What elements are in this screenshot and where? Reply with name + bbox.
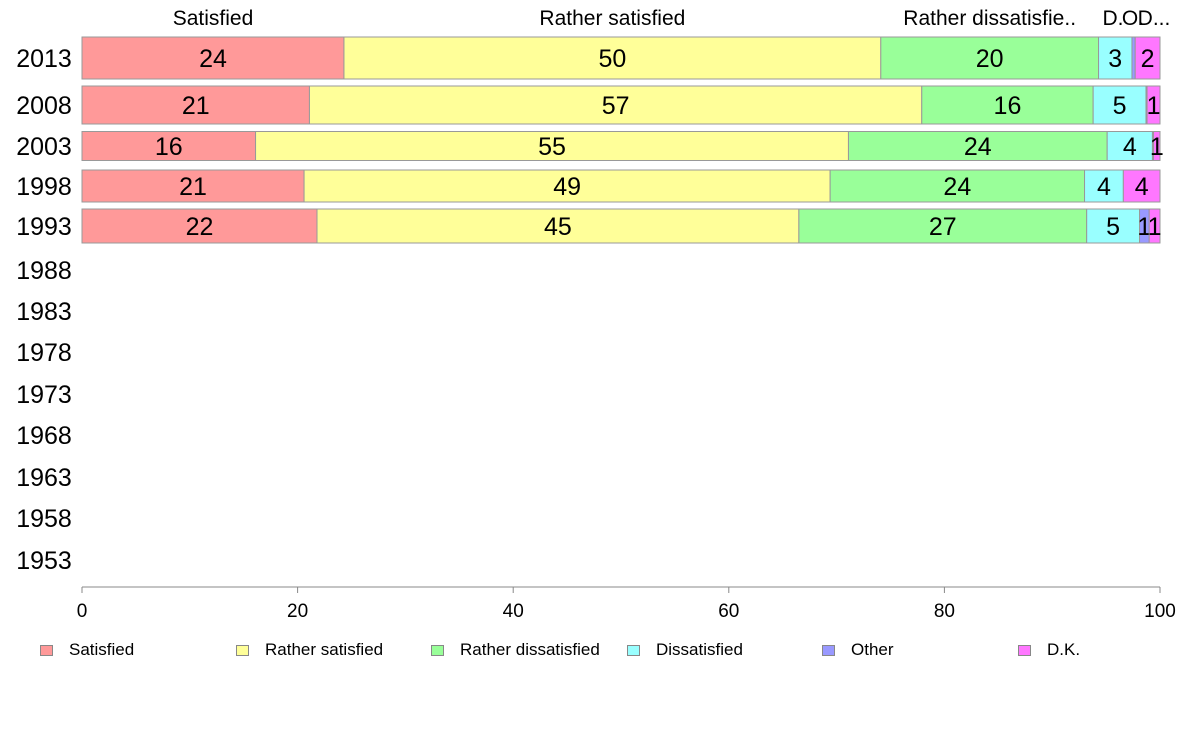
data-label: 16 xyxy=(994,92,1022,120)
bar-segment xyxy=(81,85,310,125)
data-label: 1 xyxy=(1150,133,1164,161)
bar-segment xyxy=(880,36,1100,80)
top-segment-label: Rather satisfied xyxy=(539,7,685,30)
data-label: 50 xyxy=(598,45,626,73)
legend-item: Dissatisfied xyxy=(627,640,743,660)
bar-segment xyxy=(255,131,849,161)
y-tick-label: 1953 xyxy=(16,547,72,575)
bar-segment xyxy=(1084,169,1124,203)
y-tick-label: 1963 xyxy=(16,464,72,492)
legend-label: Other xyxy=(851,640,894,659)
y-tick-label: 1973 xyxy=(16,381,72,409)
legend-item: Rather satisfied xyxy=(236,640,383,660)
bar-segment xyxy=(81,169,305,203)
data-label: 1 xyxy=(1137,213,1151,241)
legend-label: Satisfied xyxy=(69,640,135,659)
legend-swatch xyxy=(627,644,640,656)
legend-label: Rather dissatisfied xyxy=(460,640,600,659)
data-label: 3 xyxy=(1108,45,1122,73)
x-tick-label: 0 xyxy=(77,601,88,620)
legend-item: Other xyxy=(822,640,894,660)
y-tick-label: 1993 xyxy=(16,213,72,241)
legend-swatch xyxy=(822,644,835,656)
data-label: 4 xyxy=(1097,173,1111,201)
bar-segment xyxy=(81,208,318,244)
legend-swatch xyxy=(431,644,444,656)
data-label: 24 xyxy=(964,133,992,161)
y-tick-label: 2003 xyxy=(16,133,72,161)
data-label: 5 xyxy=(1106,213,1120,241)
chart-legend: Satisfied Rather satisfied Rather dissatis… xyxy=(40,640,1140,660)
legend-label: D.K. xyxy=(1047,640,1081,659)
top-segment-label: O. xyxy=(1122,7,1144,30)
data-label: 55 xyxy=(538,133,566,161)
data-label: 21 xyxy=(179,173,207,201)
y-tick-label: 1983 xyxy=(16,298,72,326)
data-label: 21 xyxy=(182,92,210,120)
legend-swatch xyxy=(1018,644,1031,656)
legend-item: Satisfied xyxy=(40,640,134,660)
legend-swatch xyxy=(236,644,249,656)
bar-segment xyxy=(829,169,1086,203)
y-tick-label: 1988 xyxy=(16,257,72,285)
data-label: 27 xyxy=(929,213,957,241)
x-tick-label: 40 xyxy=(503,601,524,620)
legend-label: Dissatisfied xyxy=(656,640,743,659)
data-label: 5 xyxy=(1113,92,1127,120)
bar-segment xyxy=(81,36,345,80)
data-label: 22 xyxy=(186,213,214,241)
bar-segment xyxy=(798,208,1088,244)
y-tick-label: 2013 xyxy=(16,45,72,73)
bar-segment xyxy=(1086,208,1141,244)
top-segment-label: D. xyxy=(1103,7,1124,30)
stacked-bar-chart: 2013200820031998199319881983197819731968… xyxy=(16,7,1176,620)
bar-segment xyxy=(1146,85,1161,125)
y-tick-label: 1978 xyxy=(16,339,72,367)
y-tick-label: 2008 xyxy=(16,92,72,120)
data-label: 1 xyxy=(1148,213,1162,241)
data-label: 45 xyxy=(544,213,572,241)
data-label: 4 xyxy=(1135,173,1149,201)
bar-segment xyxy=(1106,131,1153,161)
data-label: 1 xyxy=(1147,92,1161,120)
bar-segment xyxy=(1092,85,1147,125)
top-segment-label: D... xyxy=(1138,7,1171,30)
bar-segment xyxy=(1148,208,1161,244)
top-segment-label: Rather dissatisfie.. xyxy=(903,7,1076,30)
bar-segment xyxy=(1134,36,1161,80)
bar-segment xyxy=(308,85,923,125)
x-tick-label: 80 xyxy=(934,601,955,620)
data-label: 49 xyxy=(553,173,581,201)
legend-item: D.K. xyxy=(1018,640,1080,660)
data-label: 2 xyxy=(1141,45,1155,73)
y-tick-label: 1998 xyxy=(16,173,72,201)
top-segment-label: Satisfied xyxy=(173,7,254,30)
bar-segment xyxy=(81,131,257,161)
data-label: 20 xyxy=(976,45,1004,73)
bar-segment xyxy=(303,169,831,203)
x-tick-label: 20 xyxy=(287,601,308,620)
legend-label: Rather satisfied xyxy=(265,640,384,659)
y-tick-label: 1958 xyxy=(16,505,72,533)
data-label: 4 xyxy=(1123,133,1137,161)
y-tick-label: 1968 xyxy=(16,422,72,450)
legend-swatch xyxy=(40,644,53,656)
bar-segment xyxy=(1153,131,1161,161)
legend-item: Rather dissatisfied xyxy=(431,640,600,660)
x-tick-label: 100 xyxy=(1144,601,1176,620)
x-tick-label: 60 xyxy=(718,601,739,620)
data-label: 24 xyxy=(199,45,227,73)
data-label: 16 xyxy=(155,133,183,161)
bar-segment xyxy=(921,85,1094,125)
bar-segment xyxy=(343,36,882,80)
data-label: 24 xyxy=(943,173,971,201)
data-label: 57 xyxy=(602,92,630,120)
bar-segment xyxy=(1122,169,1161,203)
